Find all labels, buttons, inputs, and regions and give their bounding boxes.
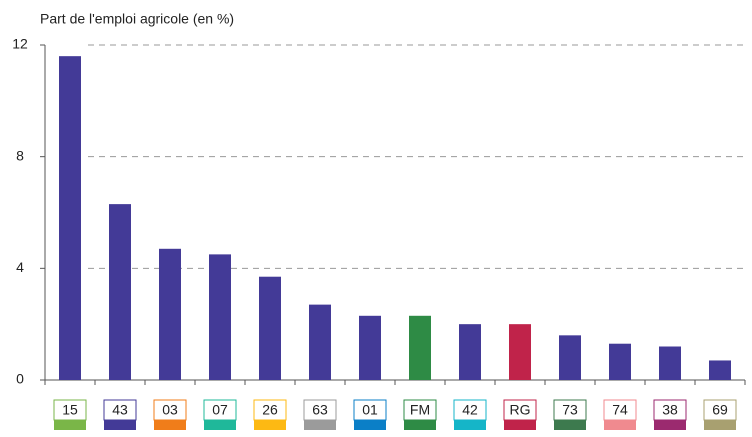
y-tick-label: 4: [16, 259, 24, 275]
label-swatch: [504, 420, 536, 430]
bar: [59, 56, 81, 381]
y-tick-label: 8: [16, 147, 24, 163]
x-tick-label: 01: [362, 402, 378, 418]
y-tick-label: 0: [16, 371, 24, 387]
bar: [209, 254, 231, 380]
label-swatch: [304, 420, 336, 430]
label-swatch: [104, 420, 136, 430]
label-swatch: [654, 420, 686, 430]
label-swatch: [204, 420, 236, 430]
x-tick-label: 07: [212, 402, 228, 418]
bar: [609, 343, 631, 380]
x-tick-label: 43: [112, 402, 128, 418]
x-tick-label: RG: [510, 402, 531, 418]
label-swatch: [404, 420, 436, 430]
bar: [559, 335, 581, 380]
bar: [309, 304, 331, 380]
label-swatch: [254, 420, 286, 430]
label-swatch: [454, 420, 486, 430]
y-tick-label: 12: [12, 36, 28, 52]
bar: [109, 204, 131, 380]
bar: [659, 346, 681, 380]
bar: [409, 315, 431, 380]
label-swatch: [554, 420, 586, 430]
bar: [509, 324, 531, 380]
x-tick-label: 15: [62, 402, 78, 418]
bar: [359, 315, 381, 380]
x-tick-label: 73: [562, 402, 578, 418]
label-swatch: [54, 420, 86, 430]
x-tick-label: 42: [462, 402, 478, 418]
x-tick-label: 38: [662, 402, 678, 418]
label-swatch: [604, 420, 636, 430]
bar: [709, 360, 731, 380]
label-swatch: [704, 420, 736, 430]
label-swatch: [354, 420, 386, 430]
x-tick-label: FM: [410, 402, 430, 418]
x-tick-label: 69: [712, 402, 728, 418]
bar: [459, 324, 481, 380]
bar: [259, 276, 281, 380]
x-tick-label: 63: [312, 402, 328, 418]
chart-title: Part de l'emploi agricole (en %): [40, 11, 234, 27]
x-tick-label: 26: [262, 402, 278, 418]
label-swatch: [154, 420, 186, 430]
bar: [159, 248, 181, 380]
x-tick-label: 03: [162, 402, 178, 418]
x-tick-label: 74: [612, 402, 628, 418]
